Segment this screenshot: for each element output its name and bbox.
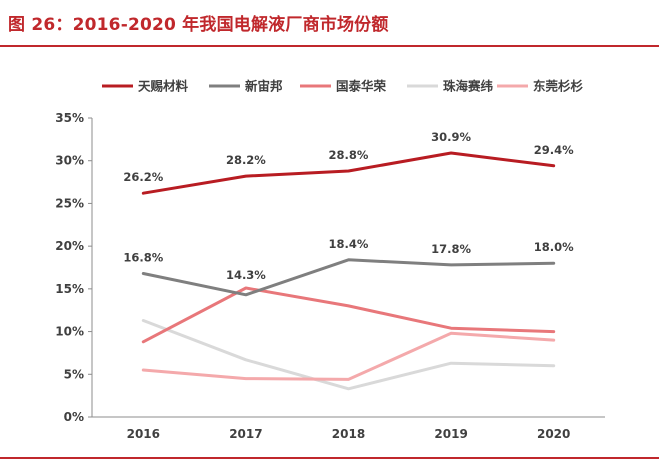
series-2-legend-label: 新宙邦 [245, 79, 283, 94]
series-lines [141, 151, 556, 391]
series-2-data-label: 18.4% [329, 237, 369, 251]
series-2-data-label: 16.8% [123, 250, 163, 264]
bottom-divider [0, 457, 659, 459]
y-tick-label: 0% [64, 410, 84, 424]
data-labels: 26.2% 28.2% 28.8% 30.9% 29.4% 16.8% 14.3% 18.4%… [123, 130, 574, 282]
series-1-data-label: 30.9% [431, 130, 471, 144]
series-4-legend-label: 珠海赛纬 [443, 79, 494, 94]
title-divider [0, 45, 659, 47]
x-tick-label: 2020 [537, 427, 570, 441]
y-tick-label: 35% [55, 111, 84, 125]
series-2-data-label: 14.3% [226, 268, 266, 282]
axes: 0% 5% 10% 15% 20% 25% 30% 35% 2016 2017 2018 2019 20… [55, 111, 605, 441]
x-tick-label: 2016 [127, 427, 160, 441]
x-tick-label: 2017 [229, 427, 262, 441]
series-2-data-label: 18.0% [534, 240, 574, 254]
y-tick-label: 20% [55, 239, 84, 253]
series-2-line [141, 258, 556, 297]
series-3-legend-label: 国泰华荣 [336, 79, 387, 94]
series-5-legend-label: 东莞杉杉 [533, 79, 584, 94]
series-1-legend-label: 天赐材料 [138, 79, 189, 94]
y-tick-label: 25% [55, 196, 84, 210]
series-1-data-label: 26.2% [123, 170, 163, 184]
legend: 天赐材料 新宙邦 国泰华荣 珠海赛纬 东莞杉杉 [102, 79, 584, 94]
series-4-line [141, 319, 556, 391]
y-tick-label: 10% [55, 325, 84, 339]
series-2-data-label: 17.8% [431, 242, 471, 256]
x-tick-label: 2018 [332, 427, 365, 441]
x-tick-label: 2019 [434, 427, 467, 441]
series-1-data-label: 29.4% [534, 143, 574, 157]
y-tick-label: 5% [64, 367, 84, 381]
y-tick-label: 30% [55, 154, 84, 168]
series-5-line [141, 331, 556, 381]
series-1-data-label: 28.8% [329, 148, 369, 162]
chart-title: 图 26：2016-2020 年我国电解液厂商市场份额 [8, 15, 389, 35]
series-3-line [141, 286, 556, 344]
y-tick-label: 15% [55, 282, 84, 296]
series-1-line [141, 151, 556, 195]
series-1-data-label: 28.2% [226, 153, 266, 167]
